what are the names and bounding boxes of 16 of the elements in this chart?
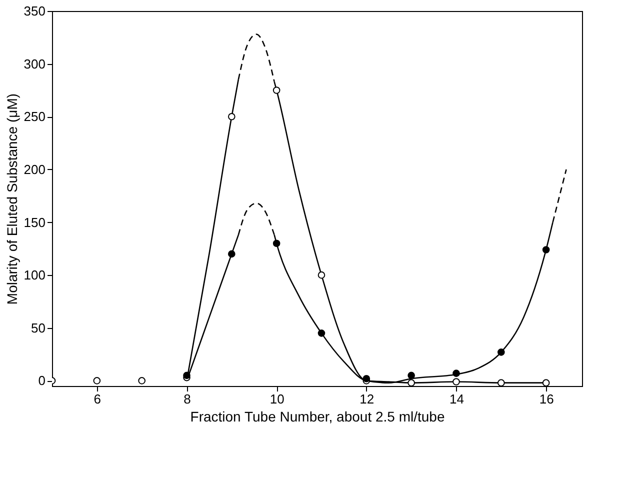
y-axis-title: Molarity of Eluted Substance (μM) xyxy=(4,93,20,305)
y-tick-label: 300 xyxy=(24,56,46,72)
x-axis-title: Fraction Tube Number, about 2.5 ml/tube xyxy=(190,408,445,424)
x-tick-label: 10 xyxy=(270,392,284,406)
y-tick-label: 250 xyxy=(24,109,46,124)
y-tick-label: 200 xyxy=(24,162,46,177)
y-tick-label: 50 xyxy=(31,320,46,336)
x-tick-label: 6 xyxy=(94,392,102,406)
x-tick-label: 8 xyxy=(184,392,191,406)
x-tick-label: 16 xyxy=(539,392,554,406)
y-tick-label: 0 xyxy=(38,373,46,388)
y-tick-label: 150 xyxy=(24,214,46,230)
y-tick-label: 350 xyxy=(24,4,46,18)
x-tick-label: 12 xyxy=(360,392,374,406)
x-tick-label: 14 xyxy=(450,392,464,406)
y-tick-label: 100 xyxy=(24,268,46,283)
